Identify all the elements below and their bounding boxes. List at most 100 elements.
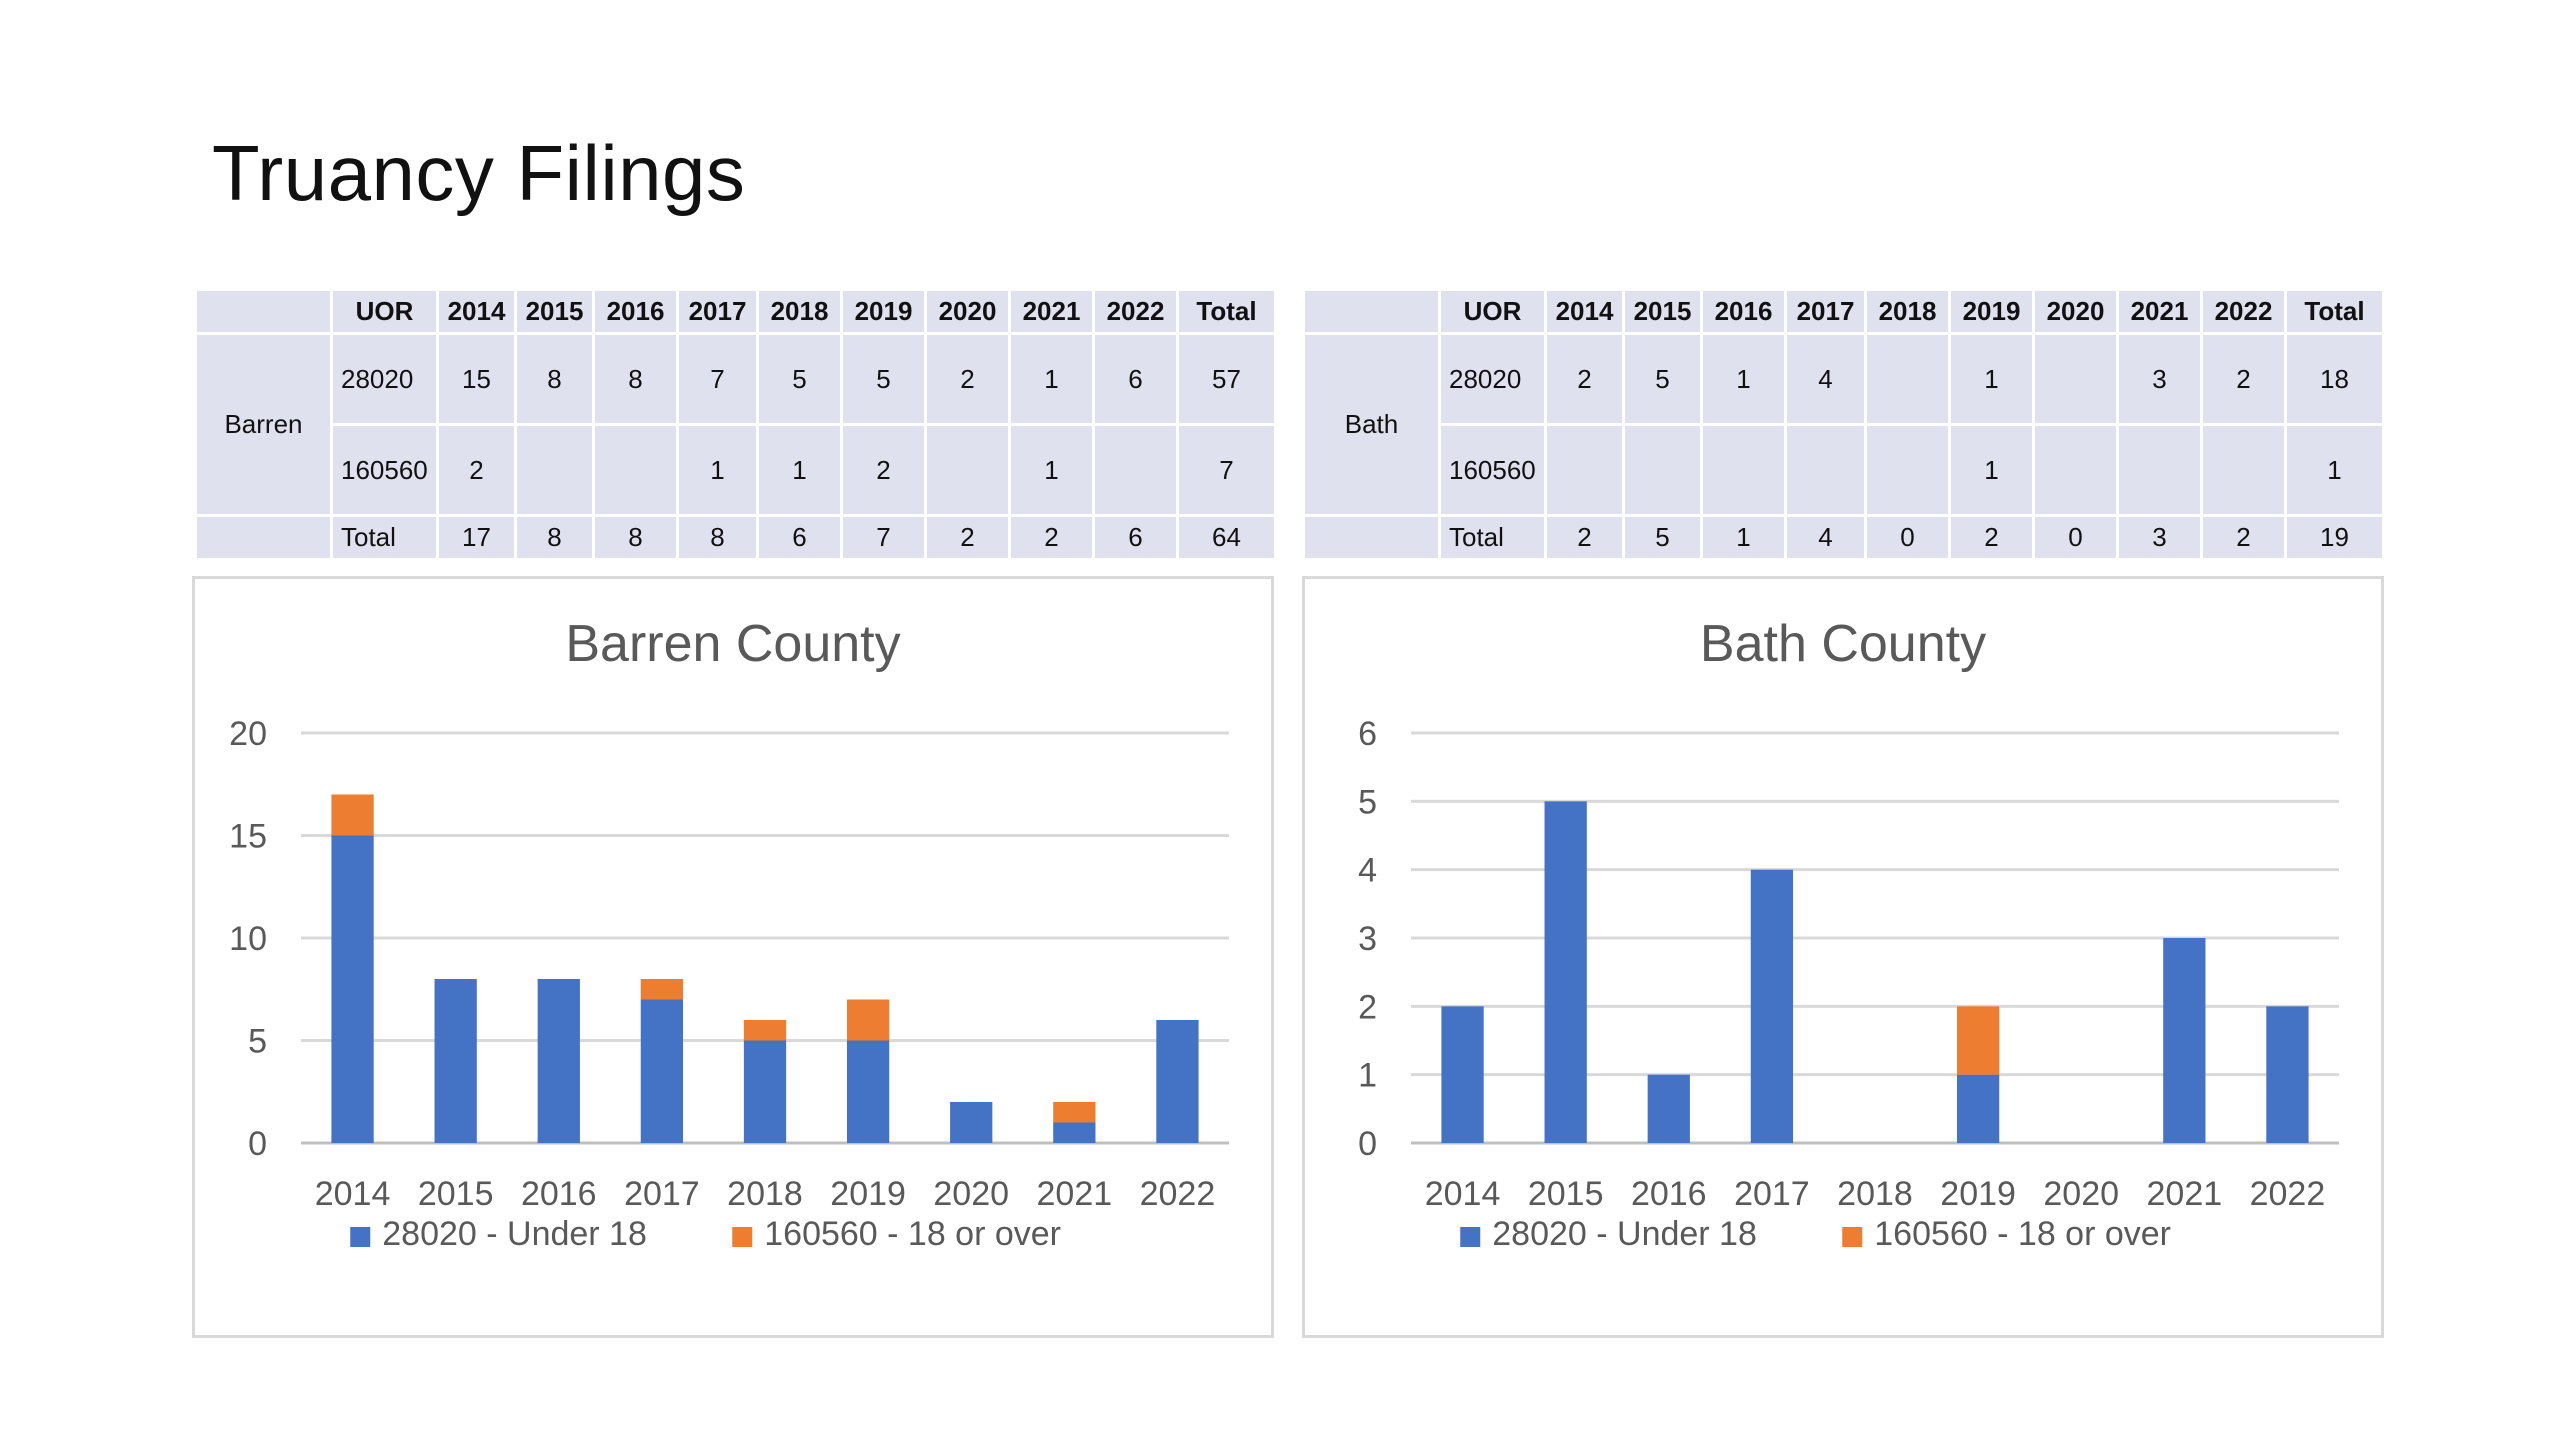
table-row: Total 17 8 8 8 6 7 2 2 6 64 [194,514,1277,561]
legend-swatch [1842,1227,1863,1247]
barren-chart-frame: Barren County 0 5 10 15 20 2014 2015 2016 2017 201… [192,576,1274,1338]
barren-table-header: 2019 [840,288,927,335]
table-cell: 7 [1176,423,1277,517]
table-cell: 2 [2200,514,2287,561]
table-cell: 2 [1948,514,2035,561]
y-tick-label: 3 [1358,920,1377,958]
table-cell: 5 [840,332,927,426]
table-cell: 2 [436,423,517,517]
table-cell: 1 [1948,423,2035,517]
y-tick-label: 5 [248,1023,267,1061]
table-cell: 19 [2284,514,2385,561]
table-cell: 28020 [1438,332,1547,426]
table-row: Bath 28020 2 5 1 4 1 3 2 18 [1302,332,2385,517]
x-tick-label: 2016 [521,1175,597,1213]
x-tick-label: 2016 [1631,1175,1707,1213]
table-cell: 6 [1092,332,1179,426]
table-cell: Total [330,514,439,561]
barren-table-header: UOR [330,288,439,335]
legend-label: 28020 - Under 18 [1492,1215,1757,1253]
table-cell: 57 [1176,332,1277,426]
y-tick-label: 1 [1358,1057,1377,1095]
bar-2017-18-or-over [640,979,684,1000]
barren-county-label: Barren [194,332,333,517]
table-cell: 5 [756,332,843,426]
table-cell: 2 [1544,332,1625,426]
bar-2016-under-18 [537,979,580,1143]
barren-table-corner [194,288,333,335]
y-tick-label: 4 [1358,852,1377,890]
table-cell [924,423,1011,517]
table-cell [1864,332,1951,426]
bar-2017-under-18 [1750,869,1794,1143]
slide-title: Truancy Filings [212,129,746,217]
bath-table-header: 2021 [2116,288,2203,335]
table-cell: 3 [2116,514,2203,561]
bath-table-header: 2020 [2032,288,2119,335]
bar-2020-under-18 [950,1102,993,1143]
table-row: Barren 28020 15 8 8 7 5 5 2 1 6 57 [194,332,1277,517]
y-tick-label: 10 [229,920,267,958]
barren-table-header: Total [1176,288,1277,335]
y-tick-label: 2 [1358,988,1377,1026]
barren-table-header: 2018 [756,288,843,335]
table-blank-cell [1302,514,1441,561]
table-blank-cell [194,514,333,561]
table-cell: 15 [436,332,517,426]
table-cell [1700,423,1787,517]
x-tick-label: 2019 [830,1175,906,1213]
table-cell [1784,423,1867,517]
table-cell [1864,423,1951,517]
legend-swatch [350,1227,371,1247]
bar-2014-under-18 [331,835,374,1143]
table-cell: 2 [1544,514,1625,561]
x-tick-label: 2021 [1037,1175,1113,1213]
legend-swatch [732,1227,753,1247]
table-cell: 0 [2032,514,2119,561]
table-cell: Total [1438,514,1547,561]
bar-2014-18-or-over [331,794,374,836]
table-cell: 2 [2200,332,2287,426]
x-tick-label: 2014 [315,1175,391,1213]
x-tick-label: 2020 [2043,1175,2119,1213]
table-cell: 1 [756,423,843,517]
barren-table-header: 2016 [592,288,679,335]
table-cell: 1 [676,423,759,517]
x-tick-label: 2017 [624,1175,700,1213]
table-cell: 1 [1948,332,2035,426]
table-cell: 2 [840,423,927,517]
table-cell [2116,423,2203,517]
table-cell: 64 [1176,514,1277,561]
bar-2017-under-18 [640,999,684,1143]
table-cell: 3 [2116,332,2203,426]
table-row: Total 2 5 1 4 0 2 0 3 2 19 [1302,514,2385,561]
table-cell: 0 [1864,514,1951,561]
table-cell: 6 [1092,514,1179,561]
bath-table-header: 2018 [1864,288,1951,335]
table-cell: 5 [1622,332,1703,426]
x-tick-label: 2017 [1734,1175,1810,1213]
table-cell: 2 [924,514,1011,561]
table-cell [514,423,595,517]
barren-chart: Barren County 0 5 10 15 20 2014 2015 2016 2017 201… [229,615,1229,1253]
bar-2021-under-18 [2163,938,2206,1143]
barren-table-header: 2021 [1008,288,1095,335]
x-tick-label: 2022 [1140,1175,1216,1213]
bar-2019-18-or-over [1956,1006,2000,1075]
chart-title: Barren County [565,615,900,673]
table-cell [1622,423,1703,517]
table-cell: 8 [514,332,595,426]
table-cell [592,423,679,517]
x-tick-label: 2018 [1837,1175,1913,1213]
table-cell: 18 [2284,332,2385,426]
table-cell: 7 [676,332,759,426]
x-tick-label: 2015 [418,1175,494,1213]
y-tick-label: 5 [1358,783,1377,821]
legend-label: 160560 - 18 or over [1874,1215,2171,1253]
x-tick-label: 2015 [1528,1175,1604,1213]
bath-table-header: 2014 [1544,288,1625,335]
barren-table: UOR 2014 2015 2016 2017 2018 2019 2020 2021 2022 T… [194,288,1277,561]
bar-2014-under-18 [1441,1006,1484,1143]
bath-chart: Bath County 0 1 2 3 4 5 6 2014 2015 2016 2017 2018 20… [1358,615,2339,1253]
bath-table-header: 2017 [1784,288,1867,335]
